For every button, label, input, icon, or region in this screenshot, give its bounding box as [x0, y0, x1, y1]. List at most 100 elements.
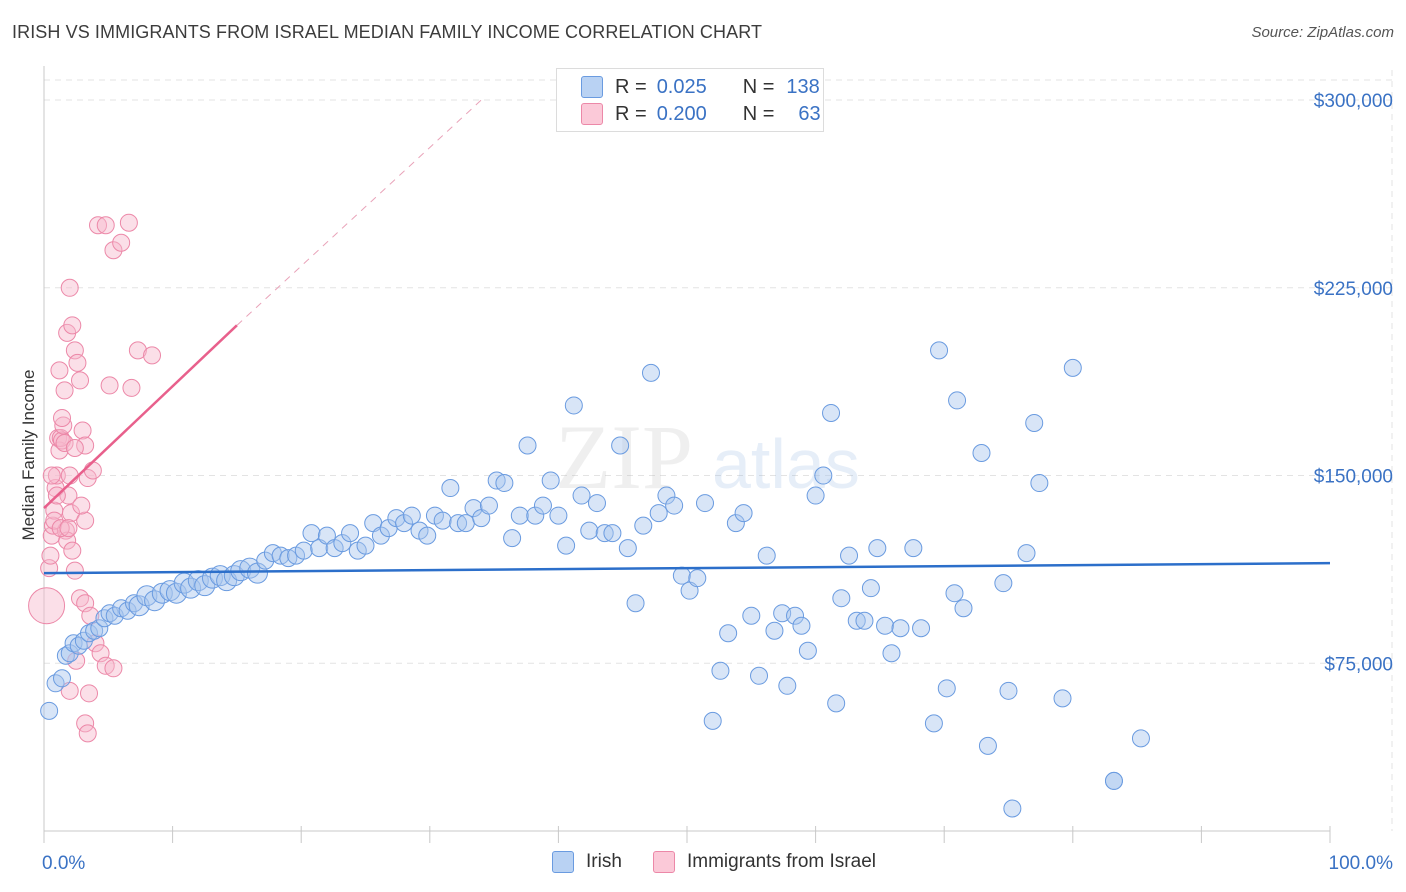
- irish-point: [69, 636, 88, 655]
- y-axis-label: Median Family Income: [19, 369, 38, 540]
- israel-point: [73, 421, 92, 440]
- israel-point: [78, 724, 97, 743]
- irish-r-value: 0.025: [656, 75, 707, 98]
- israel-legend-swatch: [653, 851, 675, 873]
- irish-point: [778, 676, 797, 695]
- irish-point: [1030, 474, 1049, 493]
- irish-trend-line: [43, 561, 1331, 575]
- israel-point: [50, 361, 69, 380]
- irish-point: [418, 526, 437, 545]
- irish-point: [882, 644, 901, 663]
- israel-point: [68, 353, 87, 372]
- irish-point: [441, 479, 460, 498]
- irish-point: [792, 616, 811, 635]
- watermark-zip: ZIP: [555, 406, 693, 508]
- irish-legend-swatch: [552, 851, 574, 873]
- irish-point: [924, 714, 943, 733]
- irish-point: [786, 606, 805, 625]
- irish-point: [118, 601, 137, 620]
- irish-point: [868, 539, 887, 558]
- irish-point: [726, 514, 745, 533]
- israel-point: [53, 408, 72, 427]
- irish-point: [847, 611, 866, 630]
- irish-point: [90, 619, 109, 638]
- irish-point: [649, 504, 668, 523]
- legend-row-israel: R = 0.200 N = 63: [581, 102, 821, 126]
- y-tick-label-3: $300,000: [1314, 91, 1393, 112]
- r-label: R =: [615, 75, 647, 98]
- israel-point: [56, 521, 75, 540]
- israel-point: [76, 511, 95, 530]
- irish-point: [85, 621, 104, 640]
- stats-legend: R = 0.025 N = 138 R = 0.200 N = 63: [556, 68, 824, 132]
- n-label: N =: [742, 75, 775, 98]
- irish-point: [832, 589, 851, 608]
- irish-point: [757, 546, 776, 565]
- x-tick-label-0: 0.0%: [42, 853, 85, 874]
- irish-point: [302, 524, 321, 543]
- israel-trend-extension: [236, 99, 482, 326]
- irish-point: [1003, 799, 1022, 818]
- irish-point: [587, 494, 606, 513]
- x-tick-label-1: 100.0%: [1329, 853, 1394, 874]
- israel-point: [28, 587, 66, 625]
- irish-point: [1104, 771, 1123, 790]
- irish-point: [891, 619, 910, 638]
- irish-point: [464, 499, 483, 518]
- israel-points: [28, 213, 162, 743]
- irish-point: [541, 471, 560, 490]
- irish-point: [994, 574, 1013, 593]
- irish-point: [657, 486, 676, 505]
- irish-point: [904, 539, 923, 558]
- irish-point: [1017, 544, 1036, 563]
- irish-point: [626, 594, 645, 613]
- irish-point: [456, 514, 475, 533]
- israel-point: [45, 511, 64, 530]
- irish-point: [814, 466, 833, 485]
- irish-point: [1063, 358, 1082, 377]
- gridlines: [44, 70, 1393, 831]
- israel-r-value: 0.200: [656, 102, 707, 125]
- irish-point: [371, 526, 390, 545]
- legend-item-israel[interactable]: Immigrants from Israel: [653, 851, 876, 873]
- irish-point: [333, 534, 352, 553]
- irish-point: [580, 521, 599, 540]
- irish-swatch: [581, 76, 603, 98]
- irish-point: [978, 736, 997, 755]
- israel-point: [143, 346, 162, 365]
- irish-point: [449, 514, 468, 533]
- israel-point: [100, 376, 119, 395]
- irish-point: [53, 669, 72, 688]
- irish-point: [180, 577, 202, 599]
- israel-point: [65, 561, 84, 580]
- israel-n-value: 63: [798, 102, 821, 125]
- irish-point: [80, 624, 99, 643]
- legend-item-irish[interactable]: Irish: [552, 851, 622, 873]
- irish-point: [861, 579, 880, 598]
- x-tick-labels: 0.0% 100.0%: [42, 853, 1393, 874]
- israel-point: [71, 371, 90, 390]
- irish-point: [564, 396, 583, 415]
- irish-point: [634, 516, 653, 535]
- israel-point: [81, 606, 100, 625]
- israel-point: [89, 216, 108, 235]
- irish-point: [402, 506, 421, 525]
- irish-point: [954, 599, 973, 618]
- irish-point: [194, 575, 216, 597]
- irish-point: [665, 496, 684, 515]
- irish-point: [510, 506, 529, 525]
- legend-row-irish: R = 0.025 N = 138: [581, 75, 820, 99]
- irish-point: [356, 536, 375, 555]
- israel-point: [122, 378, 141, 397]
- irish-point: [294, 541, 313, 560]
- irish-point: [100, 604, 119, 623]
- irish-point: [1025, 413, 1044, 432]
- israel-point: [62, 504, 81, 523]
- israel-point: [55, 381, 74, 400]
- irish-point: [806, 486, 825, 505]
- irish-point: [972, 444, 991, 463]
- irish-point: [618, 539, 637, 558]
- israel-point: [65, 438, 84, 457]
- irish-point: [95, 609, 114, 628]
- irish-point: [876, 616, 895, 635]
